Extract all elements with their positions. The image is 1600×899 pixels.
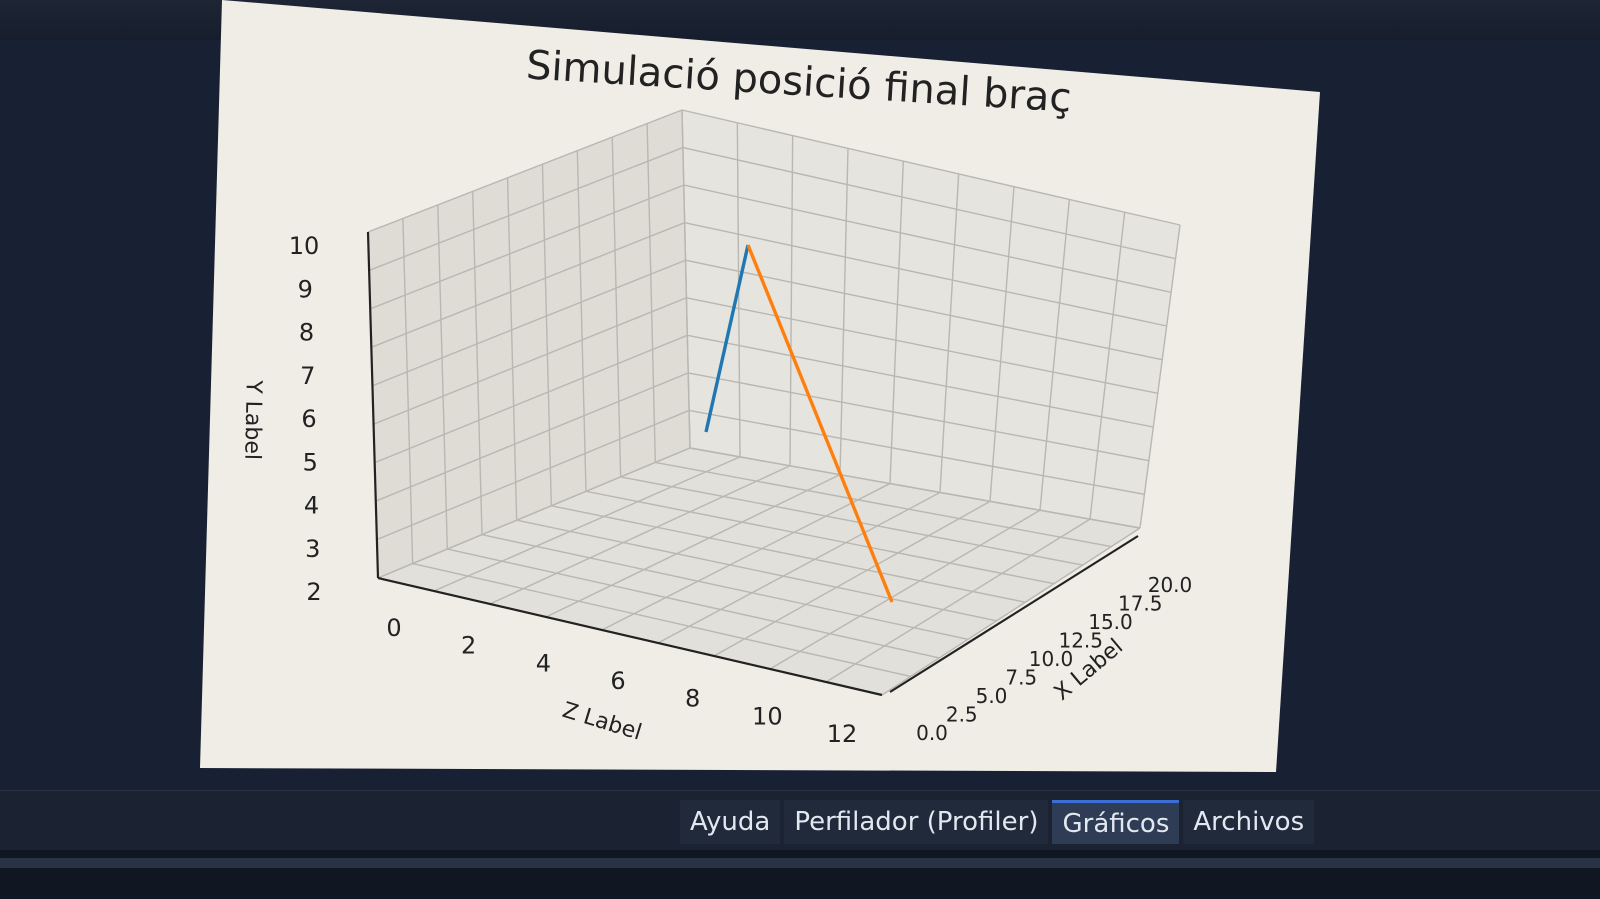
- y-tick-label: 9: [298, 275, 313, 303]
- left-wall-gridline: [369, 184, 685, 310]
- floor-gridline: [412, 562, 911, 678]
- floor-gridline: [825, 518, 1091, 683]
- left-wall-gridline: [375, 372, 689, 502]
- back-wall-pane: [682, 110, 1180, 528]
- floor-gridline: [489, 465, 791, 605]
- pane-tabs: Ayuda Perfilador (Profiler) Gráficos Arc…: [680, 800, 1315, 848]
- left-wall-gridline: [374, 334, 688, 464]
- y-tick-label: 4: [304, 492, 319, 520]
- left-wall-gridline: [376, 409, 690, 541]
- left-wall-pane: [368, 110, 690, 578]
- series-line-1: [704, 244, 750, 433]
- left-wall-gridline: [541, 164, 553, 506]
- z-tick-label: 10: [752, 702, 783, 730]
- back-wall-gridline: [989, 186, 1015, 502]
- floor-gridline: [516, 519, 997, 622]
- y-tick-label: 8: [299, 319, 314, 347]
- back-wall-gridline: [681, 109, 1181, 226]
- x-tick-label: 5.0: [976, 684, 1008, 708]
- z-tick-label: 12: [827, 720, 858, 748]
- left-wall-gridline: [367, 109, 683, 233]
- back-wall-gridline: [688, 409, 1145, 496]
- left-wall-gridline: [576, 150, 587, 492]
- status-area: [0, 850, 1600, 899]
- floor-gridline: [657, 491, 941, 644]
- left-wall-gridline: [371, 222, 685, 348]
- left-wall-gridline: [377, 447, 691, 579]
- back-wall-gridline: [686, 297, 1158, 395]
- horizontal-scrollbar[interactable]: [0, 858, 1600, 868]
- floor-gridline: [585, 490, 1055, 585]
- floor-gridline: [620, 476, 1083, 566]
- z-tick-label: 4: [536, 649, 551, 677]
- x-tick-label: 7.5: [1005, 666, 1037, 690]
- y-tick-label: 3: [305, 535, 320, 563]
- floor-gridline: [551, 505, 1026, 603]
- floor-gridline: [769, 509, 1041, 670]
- back-wall-gridline: [688, 372, 1150, 462]
- left-wall-gridline: [372, 259, 686, 387]
- back-wall-gridline: [1039, 199, 1071, 511]
- floor-gridline: [601, 482, 891, 631]
- floor-gridline: [655, 461, 1112, 548]
- back-wall-gridline: [889, 161, 905, 484]
- x-tick-label: 2.5: [946, 703, 978, 727]
- floor-gridline: [881, 527, 1141, 696]
- floor-gridline: [713, 500, 991, 657]
- floor-gridline: [433, 456, 741, 592]
- back-wall-gridline: [683, 184, 1172, 294]
- back-wall-gridline: [685, 259, 1163, 361]
- floor-gridline: [447, 548, 940, 659]
- back-wall-gridline: [839, 148, 849, 475]
- z-tick-label: 6: [610, 667, 625, 695]
- left-wall-gridline: [373, 297, 687, 425]
- left-wall-gridline: [506, 177, 518, 521]
- back-wall-gridline: [687, 334, 1154, 428]
- back-wall-gridline: [1089, 212, 1126, 520]
- y-tick-label: 6: [301, 405, 316, 433]
- x-tick-label: 20.0: [1148, 573, 1193, 597]
- back-wall-gridline: [789, 135, 794, 466]
- back-wall-gridline: [939, 173, 960, 493]
- x-tick-label: 15.0: [1088, 610, 1133, 634]
- y-tick-label: 2: [306, 578, 321, 606]
- x-tick-label: 0.0: [916, 721, 948, 745]
- back-wall-gridline: [689, 447, 1141, 529]
- left-wall-gridline: [471, 191, 483, 535]
- y-axis-line: [366, 231, 380, 579]
- back-wall-gridline: [684, 221, 1167, 327]
- left-wall-gridline: [646, 123, 657, 463]
- y-tick-label: 5: [303, 448, 318, 476]
- z-tick-label: 8: [685, 685, 700, 713]
- y-tick-label: 7: [300, 362, 315, 390]
- tab-help[interactable]: Ayuda: [680, 800, 781, 844]
- x-axis-line: [889, 535, 1139, 693]
- z-axis-line: [377, 576, 883, 697]
- x-tick-label: 10.0: [1029, 647, 1074, 671]
- z-tick-label: 2: [461, 632, 476, 660]
- left-wall-gridline: [402, 218, 414, 564]
- left-wall-gridline: [437, 204, 449, 550]
- back-wall-gridline: [682, 146, 1176, 260]
- left-wall-gridline: [611, 137, 622, 477]
- tab-files[interactable]: Archivos: [1183, 800, 1315, 844]
- x-tick-label: 17.5: [1118, 592, 1163, 616]
- back-wall-gridline: [681, 109, 691, 449]
- data-series: [704, 244, 894, 603]
- floor-gridline: [481, 533, 969, 641]
- z-tick-label: 0: [386, 614, 401, 642]
- axes-3d: [366, 109, 1181, 697]
- left-wall-gridline: [368, 146, 684, 272]
- tab-profiler[interactable]: Perfilador (Profiler): [784, 800, 1049, 844]
- back-wall-gridline: [1139, 224, 1181, 529]
- tab-plots[interactable]: Gráficos: [1052, 800, 1180, 844]
- x-tick-label: 12.5: [1058, 629, 1103, 653]
- y-tick-label: 10: [289, 232, 320, 260]
- y-axis-label: Y Label: [239, 379, 265, 460]
- floor-gridline: [545, 474, 841, 618]
- series-line-2: [746, 244, 894, 603]
